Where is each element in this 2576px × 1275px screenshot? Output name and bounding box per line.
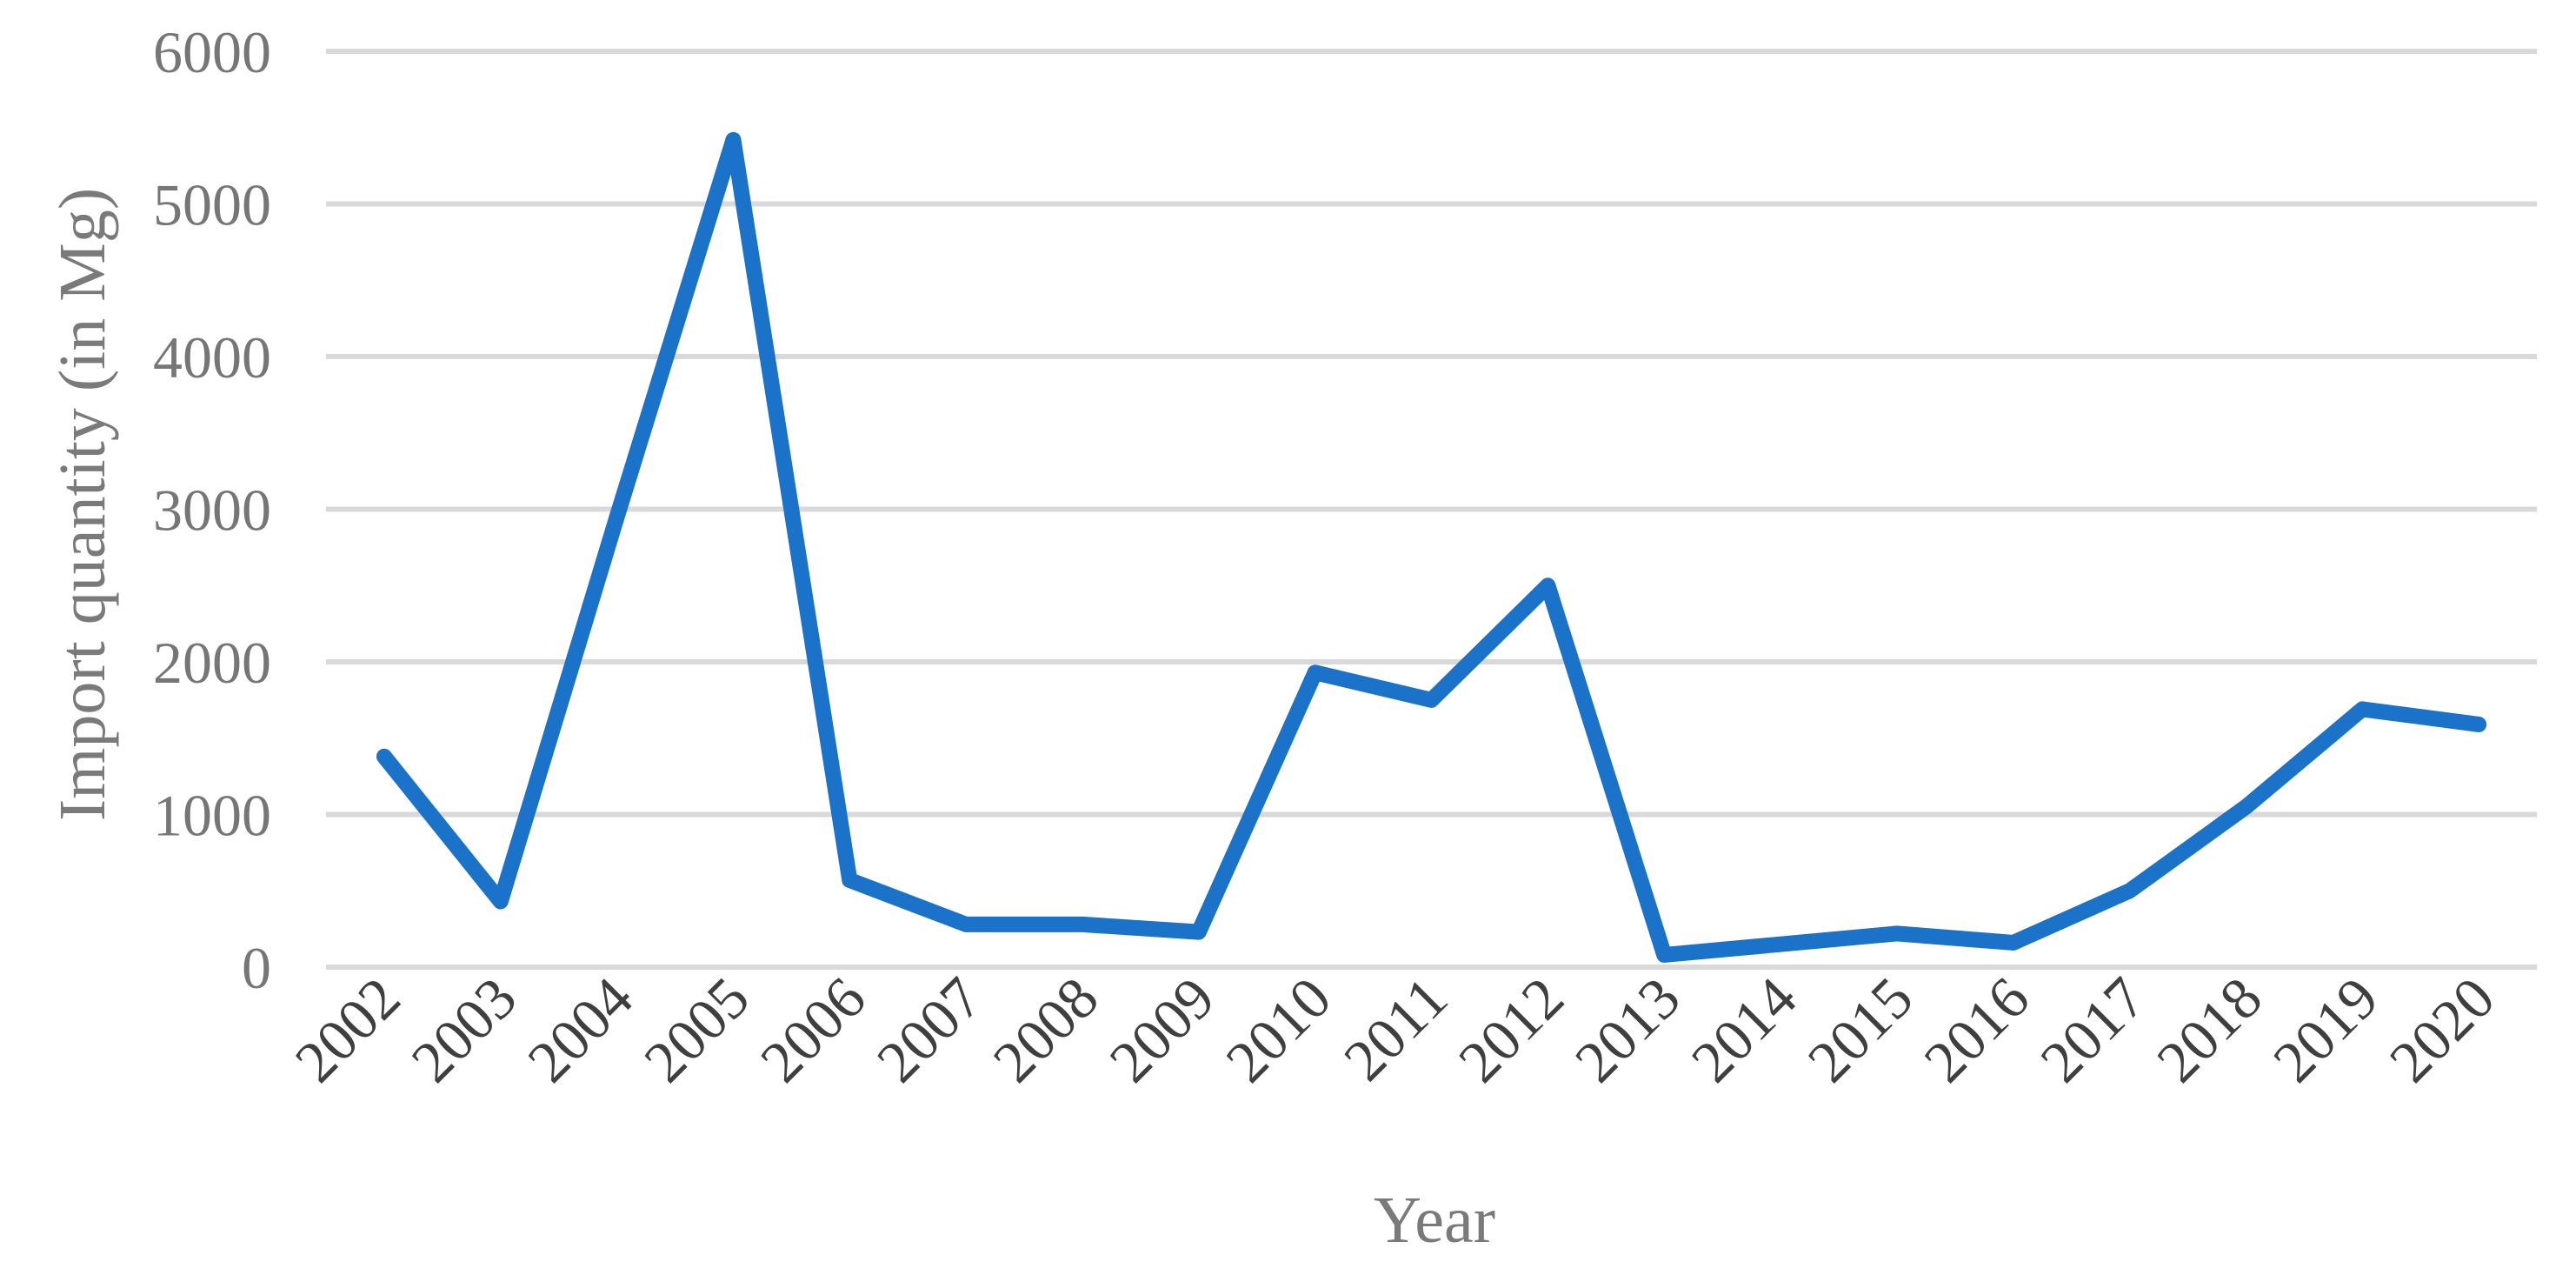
y-axis-title: Import quantity (in Mg) <box>46 188 119 821</box>
x-tick-label: 2010 <box>1213 965 1343 1095</box>
y-tick-label: 4000 <box>153 324 271 391</box>
x-tick-label: 2012 <box>1446 965 1576 1095</box>
x-axis-ticks: 2002200320042005200620072008200920102011… <box>283 965 2507 1095</box>
x-tick-label: 2017 <box>2027 965 2158 1095</box>
series-layer <box>376 131 2487 963</box>
x-tick-label: 2002 <box>283 965 413 1095</box>
series-line <box>376 131 2487 963</box>
y-tick-label: 2000 <box>153 630 271 696</box>
y-tick-label: 6000 <box>153 19 271 85</box>
x-tick-label: 2015 <box>1795 965 1926 1095</box>
x-tick-label: 2005 <box>631 965 762 1095</box>
x-tick-label: 2020 <box>2377 965 2507 1095</box>
x-tick-label: 2016 <box>1911 965 2041 1095</box>
y-tick-label: 5000 <box>153 172 271 238</box>
x-tick-label: 2003 <box>398 965 529 1095</box>
y-axis-ticks: 0 1000 2000 3000 4000 5000 6000 <box>153 19 271 1001</box>
x-tick-label: 2007 <box>864 965 995 1095</box>
x-tick-label: 2006 <box>748 965 878 1095</box>
x-tick-label: 2014 <box>1679 965 1809 1095</box>
gridlines <box>326 49 2537 970</box>
x-tick-label: 2019 <box>2260 965 2391 1095</box>
x-tick-label: 2008 <box>981 965 1111 1095</box>
x-tick-label: 2011 <box>1331 965 1460 1093</box>
y-tick-label: 1000 <box>153 783 271 849</box>
y-tick-label: 3000 <box>153 477 271 544</box>
y-tick-label: 0 <box>242 935 271 1001</box>
x-tick-label: 2009 <box>1097 965 1228 1095</box>
x-axis-title: Year <box>1374 1184 1495 1257</box>
x-tick-label: 2018 <box>2144 965 2274 1095</box>
x-tick-label: 2004 <box>515 965 645 1095</box>
x-tick-label: 2013 <box>1562 965 1693 1095</box>
